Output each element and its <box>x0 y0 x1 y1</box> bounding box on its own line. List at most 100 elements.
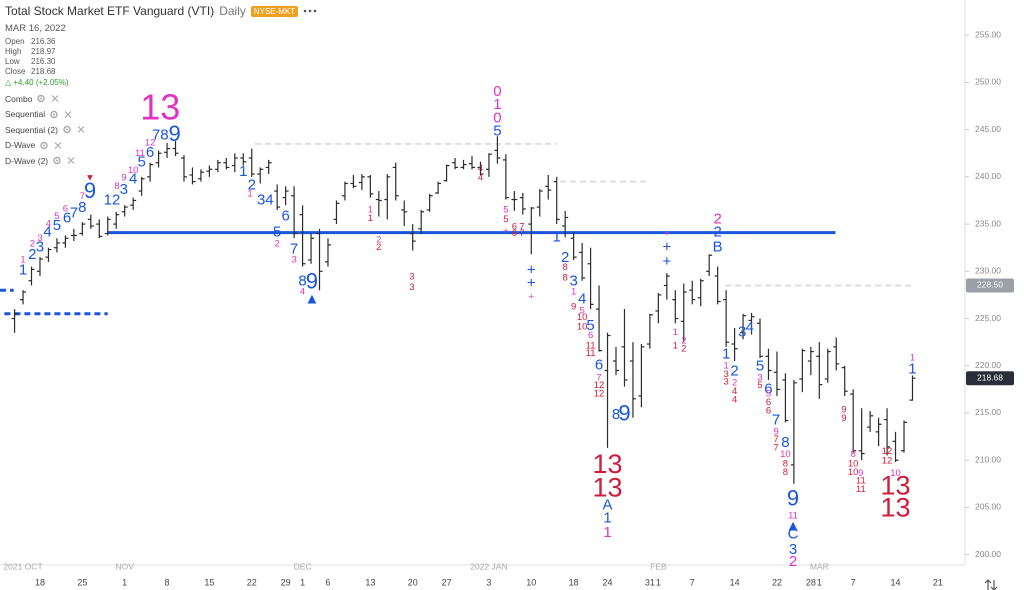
count-label: 7 <box>70 205 78 222</box>
count-label: 13 <box>593 473 623 503</box>
close-icon[interactable] <box>67 157 75 165</box>
x-tick-label: 29 <box>281 577 291 587</box>
count-label: 5 <box>54 211 59 222</box>
close-icon[interactable] <box>77 126 85 134</box>
y-tick-label: 220.00 <box>975 360 1001 370</box>
count-label: 12 <box>145 137 156 148</box>
count-label: 12 <box>882 456 893 467</box>
indicator: D-Wave <box>5 138 317 154</box>
count-label: 2 <box>248 176 256 193</box>
month-label: DEC <box>294 561 312 571</box>
count-label: A <box>603 496 613 513</box>
count-label: 1 <box>368 213 373 224</box>
count-label: 9 <box>306 268 318 293</box>
symbol-title: Total Stock Market ETF Vanguard (VTI) <box>5 4 215 18</box>
indicator: Combo <box>5 91 317 107</box>
count-label: 2 <box>28 246 36 263</box>
count-label: 1 <box>910 353 915 364</box>
count-label: 6 <box>281 208 289 225</box>
count-label: 8 <box>781 434 789 451</box>
x-tick-label: 22 <box>772 577 782 587</box>
count-label: 6 <box>764 380 772 397</box>
count-label: 34 <box>257 191 274 208</box>
indicator-list: Combo Sequential Sequential (2) D-Wave D-Wav… <box>5 91 317 169</box>
count-label: 7 <box>772 411 780 428</box>
count-label: 12 <box>594 380 605 391</box>
count-label: 13 <box>593 449 623 479</box>
x-tick-label: 7 <box>851 577 856 587</box>
count-label: 0 <box>493 109 501 126</box>
count-label: 2 <box>681 343 686 354</box>
swap-icon[interactable] <box>984 579 998 590</box>
x-tick-label: 10 <box>526 577 536 587</box>
count-label: 3 <box>37 233 42 244</box>
title-row: Total Stock Market ETF Vanguard (VTI) Da… <box>5 4 317 18</box>
x-tick-label: 27 <box>442 577 452 587</box>
y-tick-label: 210.00 <box>975 454 1001 464</box>
x-tick-label: 6 <box>325 577 330 587</box>
gear-icon[interactable] <box>50 110 58 118</box>
count-label: 9 <box>121 172 126 183</box>
indicator-controls[interactable] <box>63 125 87 134</box>
gear-icon[interactable] <box>53 157 61 165</box>
x-tick-label: 1 <box>122 577 127 587</box>
x-tick-label: 18 <box>35 577 45 587</box>
close-icon[interactable] <box>64 110 72 118</box>
ohlc-label: Close <box>5 67 26 76</box>
count-label: 6 <box>512 221 517 232</box>
ohlc-row: Low 216.30 <box>5 57 317 67</box>
swap-arrows <box>984 579 998 590</box>
count-label: 8 <box>78 199 86 216</box>
count-label: 3 <box>723 376 728 387</box>
gear-icon[interactable] <box>63 126 71 134</box>
month-label: 2022 JAN <box>470 561 507 571</box>
count-label: 5 <box>586 317 594 334</box>
gear-hub <box>40 97 43 100</box>
x-tick-label: 22 <box>247 577 257 587</box>
ohlc-row: Open 216.36 <box>5 37 317 47</box>
count-label: 2 <box>30 238 35 249</box>
gear-hub <box>53 113 56 116</box>
count-label: 8 <box>298 273 306 290</box>
indicator-controls[interactable] <box>53 156 77 165</box>
close-icon[interactable] <box>54 141 62 149</box>
indicator-controls[interactable] <box>50 110 74 119</box>
count-label: 2 <box>376 242 381 253</box>
count-label: 6 <box>63 209 71 226</box>
y-tick-label: 200.00 <box>975 549 1001 559</box>
indicator-controls[interactable] <box>37 94 61 103</box>
count-label: 9 <box>571 302 576 313</box>
count-label: 4 <box>300 287 305 298</box>
count-label: 1 <box>571 287 576 298</box>
close-icon[interactable] <box>51 95 59 103</box>
count-label: 1 <box>723 360 728 371</box>
x-tick-label: 24 <box>603 577 613 587</box>
count-label: 1 <box>908 360 916 377</box>
x-tick-label: 7 <box>690 577 695 587</box>
indicator: Sequential (2) <box>5 122 317 138</box>
x-tick-label: 1 <box>817 577 822 587</box>
count-label: + <box>662 253 671 270</box>
count-label: 3 <box>120 181 128 198</box>
count-label: 0 <box>493 83 501 100</box>
count-label: 4 <box>578 291 586 308</box>
count-label: 1 <box>603 524 611 541</box>
gear-icon[interactable] <box>37 95 46 103</box>
ohlc-label: Low <box>5 57 20 66</box>
count-label: 9 <box>858 468 863 479</box>
count-label: 12 <box>882 446 893 457</box>
count-label: 13 <box>881 492 911 522</box>
y-tick-label: 230.00 <box>975 266 1001 276</box>
count-label: 10 <box>890 468 901 479</box>
y-tick-label: 245.00 <box>975 124 1001 134</box>
more-menu[interactable] <box>303 8 317 14</box>
count-label: 11 <box>586 340 596 351</box>
count-label: 1 <box>239 163 247 180</box>
gear-icon[interactable] <box>40 141 49 149</box>
y-tick-label: 240.00 <box>975 171 1001 181</box>
count-label: 2 <box>561 249 569 266</box>
interval[interactable]: Daily <box>219 4 246 18</box>
count-label: + <box>527 261 536 278</box>
indicator-controls[interactable] <box>40 141 64 150</box>
